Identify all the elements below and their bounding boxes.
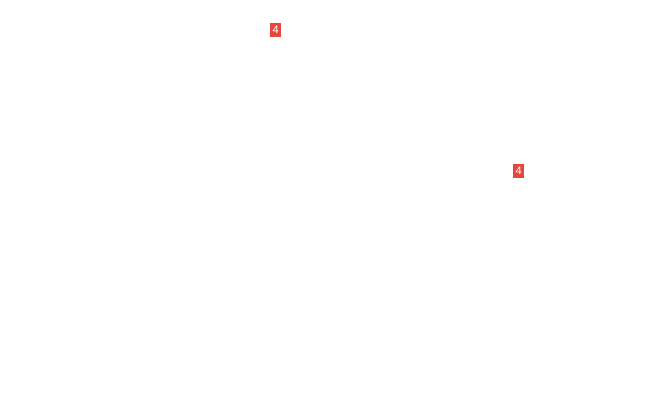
- count-badge[interactable]: 4: [270, 23, 281, 37]
- count-badge[interactable]: 4: [513, 164, 524, 178]
